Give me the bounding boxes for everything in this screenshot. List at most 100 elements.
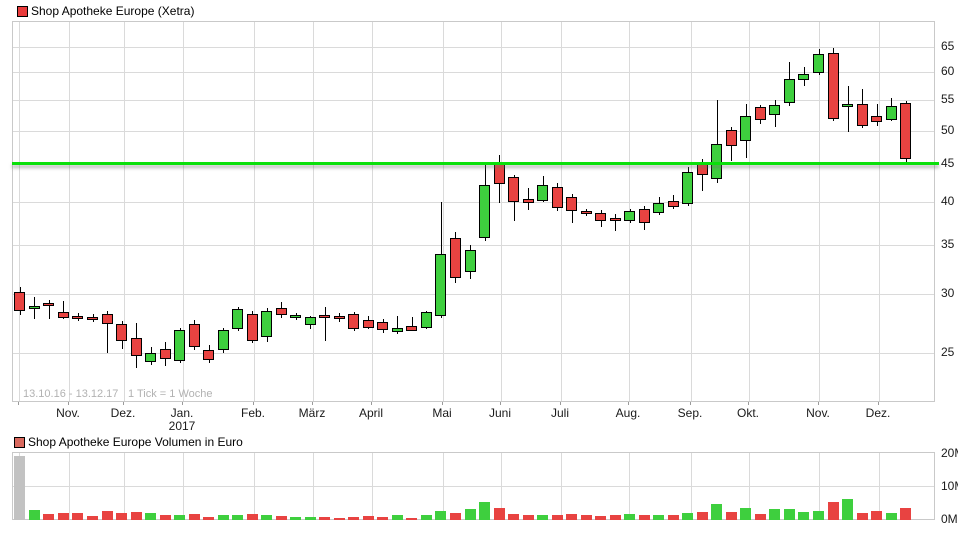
month-gridline xyxy=(372,22,373,401)
price-chart-plot[interactable]: 13.10.16 - 13.12.17 1 Tick = 1 Woche xyxy=(12,21,939,402)
candle-body xyxy=(886,106,897,120)
candle-body xyxy=(319,315,330,318)
price-gridline xyxy=(13,72,934,73)
volume-bar xyxy=(726,512,737,520)
volume-tick-label: 20M xyxy=(941,446,958,460)
month-gridline xyxy=(254,22,255,401)
candle-body xyxy=(508,177,519,202)
month-gridline xyxy=(19,22,20,401)
candle-body xyxy=(145,353,156,362)
candle-body xyxy=(160,349,171,359)
price-gridline xyxy=(13,202,934,203)
candle-body xyxy=(828,53,839,119)
volume-bar xyxy=(886,513,897,520)
volume-chart-legend: Shop Apotheke Europe Volumen in Euro xyxy=(14,436,243,450)
volume-bar xyxy=(145,513,156,520)
candle-wick xyxy=(325,307,326,341)
volume-bar xyxy=(377,517,388,520)
month-gridline xyxy=(819,22,820,401)
month-gridline xyxy=(124,22,125,401)
candle-wick xyxy=(702,159,703,191)
candle-body xyxy=(261,311,272,337)
volume-gridline xyxy=(13,486,934,487)
volume-bar xyxy=(261,515,272,520)
price-gridline xyxy=(13,353,934,354)
volume-bar xyxy=(276,516,287,520)
volume-tick-label: 0M xyxy=(941,512,958,526)
month-label: Okt. xyxy=(736,406,760,420)
time-tick-mark xyxy=(628,402,629,405)
candle-body xyxy=(552,187,563,208)
candle-body xyxy=(189,324,200,347)
price-tick-label: 55 xyxy=(941,92,955,106)
volume-bar xyxy=(755,514,766,520)
candle-body xyxy=(740,116,751,141)
volume-bar xyxy=(798,512,809,520)
volume-bar xyxy=(842,499,853,520)
candle-body xyxy=(334,316,345,319)
tick-interval-label: 1 Tick = 1 Woche xyxy=(128,388,213,400)
candle-body xyxy=(697,164,708,175)
volume-bar xyxy=(784,509,795,520)
time-tick-mark xyxy=(182,402,183,405)
month-gridline xyxy=(69,22,70,401)
time-tick-mark xyxy=(690,402,691,405)
volume-bar xyxy=(334,518,345,520)
month-gridline xyxy=(313,22,314,401)
volume-bar xyxy=(581,515,592,520)
candle-body xyxy=(290,315,301,318)
volume-bar xyxy=(247,514,258,520)
candle-body xyxy=(14,292,25,311)
price-gridline xyxy=(13,245,934,246)
month-gridline xyxy=(443,22,444,401)
candle-body xyxy=(711,144,722,179)
volume-bar xyxy=(494,508,505,520)
volume-bar xyxy=(769,509,780,520)
time-tick-mark xyxy=(68,402,69,405)
volume-bar xyxy=(900,508,911,520)
volume-bar xyxy=(102,511,113,520)
price-tick-label: 30 xyxy=(941,286,955,300)
price-tick-label: 60 xyxy=(941,64,955,78)
volume-bar xyxy=(348,517,359,520)
candle-body xyxy=(581,211,592,214)
candle-body xyxy=(537,185,548,201)
volume-bar xyxy=(232,515,243,520)
candle-wick xyxy=(397,316,398,334)
candle-body xyxy=(174,330,185,361)
volume-tick-label: 10M xyxy=(941,479,958,493)
volume-chart-plot[interactable] xyxy=(12,452,935,520)
volume-bar xyxy=(43,514,54,520)
volume-bar xyxy=(116,513,127,520)
price-tick-label: 35 xyxy=(941,237,955,251)
month-label: Sep. xyxy=(677,406,703,420)
volume-bar xyxy=(435,511,446,520)
volume-bar xyxy=(58,513,69,520)
candle-body xyxy=(392,328,403,332)
volume-bar xyxy=(87,516,98,520)
volume-bar xyxy=(813,511,824,520)
support-line xyxy=(12,162,939,165)
volume-bar xyxy=(363,516,374,520)
price-tick-label: 65 xyxy=(941,39,955,53)
volume-bar xyxy=(610,515,621,520)
candle-body xyxy=(58,312,69,318)
price-tick-label: 50 xyxy=(941,123,955,137)
candle-body xyxy=(755,107,766,120)
volume-bar xyxy=(29,510,40,520)
candle-body xyxy=(363,320,374,328)
candle-body xyxy=(798,74,809,80)
candle-body xyxy=(610,218,621,221)
candle-body xyxy=(116,324,127,341)
volume-bar xyxy=(203,517,214,520)
volume-bar xyxy=(828,502,839,520)
price-chart-legend: Shop Apotheke Europe (Xetra) xyxy=(17,5,194,19)
candle-body xyxy=(595,213,606,221)
candle-wick xyxy=(412,317,413,331)
price-tick-label: 25 xyxy=(941,345,955,359)
time-tick-mark xyxy=(500,402,501,405)
candle-body xyxy=(842,104,853,107)
volume-bar xyxy=(14,456,25,520)
candle-wick xyxy=(877,104,878,126)
